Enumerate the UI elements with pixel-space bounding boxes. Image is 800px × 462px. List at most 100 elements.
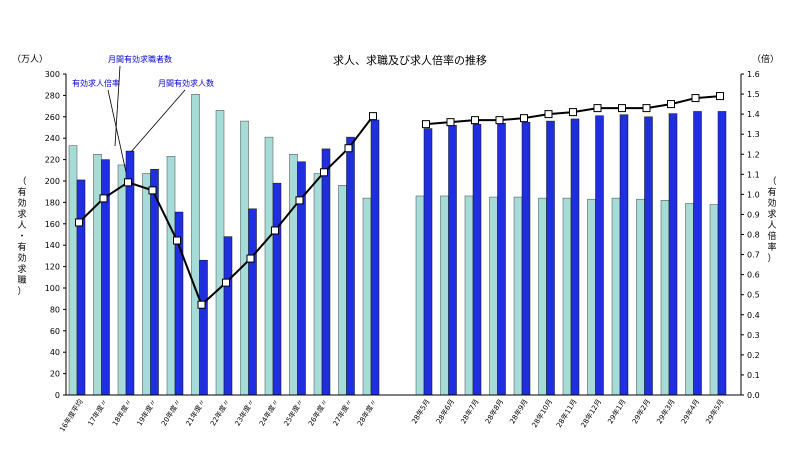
seekers-bar [464,195,474,396]
seekers-bar [513,196,523,396]
seekers-bar [489,196,498,396]
x-tick-label: 28年8月 [483,397,505,425]
seekers-bar [166,156,176,396]
ratio-point [344,144,353,153]
right-tick-label: 1.1 [747,170,760,179]
ratio-point [569,108,577,117]
seekers-bar [117,164,127,396]
seekers-bar [142,173,151,396]
annotation-seekers-pointer [114,65,121,147]
ratio-point [422,120,430,129]
right-tick-label: 0.8 [747,231,760,240]
x-tick-label: 28年11月 [554,397,578,429]
ratio-point [691,94,700,103]
seekers-bar [611,197,621,396]
right-tick-label: 1.3 [747,130,760,139]
x-tick-label: 23年度〃 [233,397,256,427]
right-tick-label: 0.9 [747,210,760,219]
seekers-bar [289,154,298,396]
openings-bar [717,111,727,396]
openings-bar [546,120,555,396]
ratio-point [520,114,528,123]
annotation-openings: 月間有効求人数 [158,78,214,88]
ratio-point [124,178,132,187]
ratio-point [446,118,455,127]
seekers-bar [685,203,694,396]
left-tick-label: 220 [45,156,60,165]
openings-bar [199,259,208,396]
ratio-point [99,194,108,203]
seekers-bar [440,195,449,396]
ratio-point [320,168,328,177]
annotation-openings-pointer [130,89,186,153]
ratio-point [222,278,230,287]
seekers-bar [415,195,425,396]
left-tick-label: 240 [45,134,60,143]
ratio-point [75,218,83,227]
right-tick-label: 0.6 [747,271,760,280]
ratio-point [246,254,255,263]
right-tick-label: 1.6 [747,70,760,79]
openings-bar [346,136,355,396]
ratio-point [471,116,479,125]
ratio-point [544,110,553,119]
x-tick-label: 28年度〃 [355,397,378,427]
ratio-point [197,300,206,309]
ratio-line-layer [75,92,724,309]
x-tick-label: 28年9月 [508,397,530,425]
x-tick-label: 22年度〃 [208,397,231,427]
left-tick-label: 300 [45,70,60,79]
left-tick-label: 280 [45,91,60,100]
openings-bar [223,236,233,396]
ratio-point [495,116,504,125]
openings-bar [248,208,257,396]
openings-bar [644,116,653,396]
x-tick-label: 21年度〃 [184,397,207,427]
right-axis-title-text: （有効求人倍率） [767,176,776,264]
left-unit-label: （万人） [12,54,48,65]
openings-bar [497,122,506,396]
ratio-point [642,104,651,113]
right-tick-label: 1.5 [747,90,760,99]
ratio-point [295,196,304,205]
right-tick-label: 1.2 [747,150,760,159]
seekers-bar [215,110,225,396]
openings-bar [321,148,331,396]
right-unit-label: （倍） [752,53,779,65]
x-tick-label: 27年度〃 [331,397,354,427]
x-tick-label: 17年度〃 [86,397,109,427]
left-tick-label: 60 [50,327,60,336]
x-tick-label: 29年5月 [704,397,726,425]
openings-bar [521,121,531,396]
chart-title: 求人、求職及び求人倍率の推移 [333,53,487,67]
right-tick-label: 0.5 [747,291,760,300]
openings-bar [619,114,629,396]
openings-bar [595,115,604,396]
openings-bar [693,111,702,396]
left-tick-label: 40 [50,348,60,357]
right-tick-label: 0.7 [747,251,760,260]
ratio-point [148,186,157,195]
x-tick-label: 19年度〃 [135,397,158,427]
left-tick-label: 260 [45,113,60,122]
left-tick-label: 160 [45,220,60,229]
x-tick-label: 28年6月 [434,397,456,425]
ratio-point [618,104,626,113]
right-tick-label: 0.4 [747,311,760,320]
ratio-point [667,100,675,109]
ratio-point [369,112,377,121]
left-axis-title-text: （有効求人・有効求職） [17,176,26,297]
ratio-point [593,104,602,113]
seekers-bar [93,154,102,396]
left-tick-label: 200 [45,177,60,186]
bars-layer [68,94,727,396]
left-tick-label: 20 [50,370,60,379]
x-tick-label: 28年10月 [530,397,554,429]
left-tick-label: 100 [45,284,60,293]
openings-bar [370,119,380,396]
x-tick-label: 20年度〃 [159,397,182,427]
right-tick-label: 0.3 [747,331,760,340]
openings-bar [76,179,86,396]
